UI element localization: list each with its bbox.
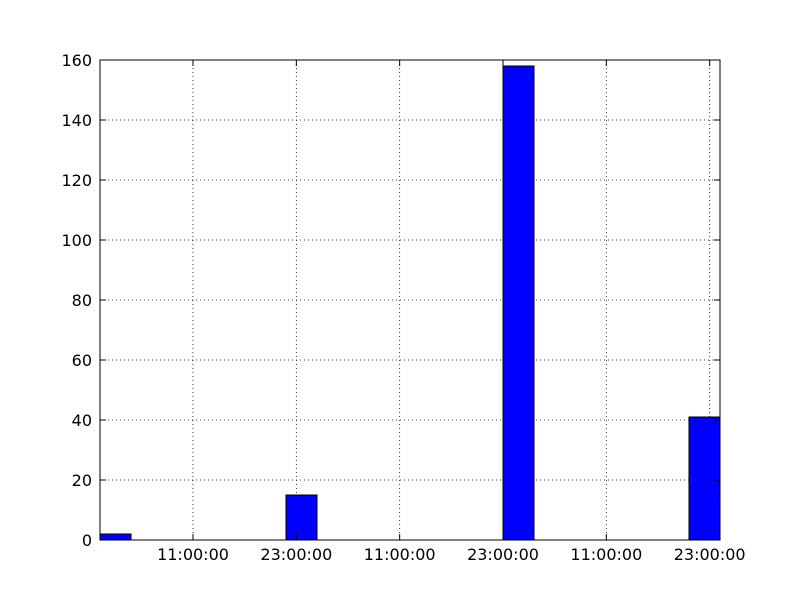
bar <box>502 65 535 541</box>
y-tick-labels: 0 20 40 60 80 100 120 140 160 <box>61 51 92 550</box>
axis-ticks <box>100 59 720 541</box>
grid-lines <box>100 59 720 541</box>
x-tick-labels: 11:00:00 23:00:00 11:00:00 23:00:00 11:00:00… <box>157 545 746 564</box>
y-tick-label: 20 <box>72 471 92 490</box>
x-tick-label: 23:00:00 <box>674 545 746 564</box>
y-tick-label: 100 <box>61 231 92 250</box>
y-tick-label: 160 <box>61 51 92 70</box>
y-tick-label: 40 <box>72 411 92 430</box>
x-tick-label: 23:00:00 <box>260 545 332 564</box>
x-tick-label: 11:00:00 <box>157 545 229 564</box>
bar <box>688 416 721 541</box>
y-tick-label: 0 <box>82 531 92 550</box>
y-tick-label: 60 <box>72 351 92 370</box>
y-tick-label: 140 <box>61 111 92 130</box>
bar <box>285 494 318 541</box>
x-tick-label: 23:00:00 <box>467 545 539 564</box>
y-tick-label: 120 <box>61 171 92 190</box>
x-tick-label: 11:00:00 <box>364 545 436 564</box>
y-tick-label: 80 <box>72 291 92 310</box>
x-tick-label: 11:00:00 <box>570 545 642 564</box>
bar <box>99 533 132 541</box>
